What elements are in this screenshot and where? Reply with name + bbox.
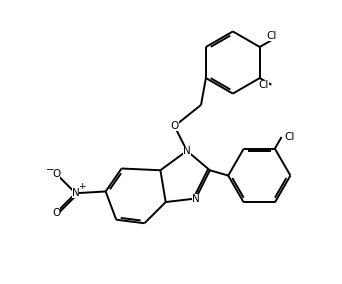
Text: N: N	[72, 188, 79, 198]
Text: O: O	[170, 121, 179, 131]
Text: Cl: Cl	[284, 132, 294, 142]
Text: N: N	[183, 146, 191, 156]
Text: Cl: Cl	[259, 80, 269, 90]
Text: N: N	[192, 193, 200, 204]
Text: O: O	[52, 208, 60, 218]
Text: O: O	[52, 169, 60, 179]
Text: −: −	[45, 164, 54, 175]
Text: Cl: Cl	[266, 31, 277, 41]
Text: +: +	[78, 182, 86, 191]
